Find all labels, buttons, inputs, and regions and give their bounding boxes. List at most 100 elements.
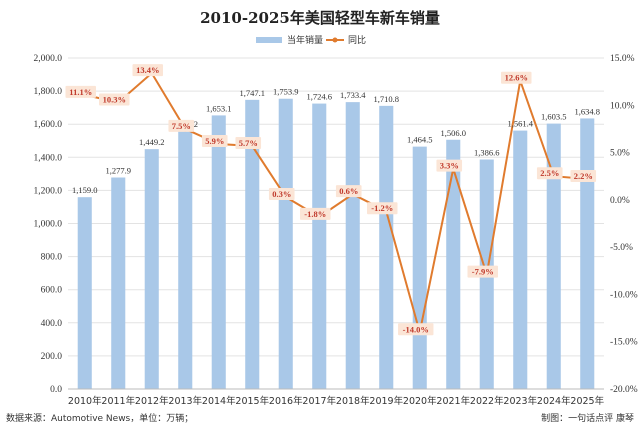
- right-axis-tick: -20.0%: [610, 385, 638, 395]
- bar-value-label: 1,449.2: [139, 137, 165, 147]
- bar-value-label: 1,464.5: [407, 135, 433, 145]
- bar-value-label: 1,753.9: [273, 87, 299, 97]
- bar-value-label: 1,277.9: [106, 166, 132, 176]
- point-label-box: [536, 167, 563, 180]
- point-label-box: [235, 136, 262, 149]
- x-axis-tick: 2014年: [202, 395, 236, 407]
- point-value-label: 2.2%: [574, 171, 593, 181]
- bar-value-label: 1,634.8: [575, 106, 601, 116]
- bar-value-label: 1,733.4: [340, 90, 366, 100]
- point-label-box: [132, 64, 163, 77]
- x-axis-tick: 2018年: [336, 395, 370, 407]
- right-axis-tick: 10.0%: [610, 101, 635, 111]
- bar: [345, 102, 360, 389]
- x-axis-tick: 2016年: [269, 395, 303, 407]
- left-axis-tick: 600.0: [41, 286, 63, 296]
- bar: [312, 103, 327, 389]
- bar-series: [77, 98, 595, 389]
- bar-value-label: 1,603.5: [541, 112, 567, 122]
- left-axis-tick: 1,800.0: [34, 87, 63, 97]
- x-axis-tick: 2019年: [369, 395, 403, 407]
- x-axis-tick: 2013年: [168, 395, 202, 407]
- bar: [412, 146, 427, 389]
- bar-value-label: 1,561.4: [508, 119, 534, 129]
- bar-value-label: 1,386.6: [474, 148, 500, 158]
- left-axis-tick: 1,000.0: [34, 220, 63, 230]
- right-axis-tick: 0.0%: [610, 196, 630, 206]
- point-value-label: -1.2%: [371, 203, 393, 213]
- point-value-label: -14.0%: [403, 324, 429, 334]
- credit-note: 制图：一句话点评 康琴: [541, 412, 634, 424]
- point-label-box: [268, 188, 295, 201]
- left-axis-tick: 1,400.0: [34, 153, 63, 163]
- point-value-label: 0.3%: [272, 189, 291, 199]
- x-axis-tick: 2012年: [135, 395, 169, 407]
- left-axis-tick: 0.0: [50, 385, 62, 395]
- point-value-label: 5.9%: [205, 136, 224, 146]
- point-label-box: [570, 170, 597, 183]
- point-value-label: 0.6%: [339, 186, 358, 196]
- bar: [245, 99, 260, 389]
- left-axis-tick: 200.0: [41, 352, 63, 362]
- right-axis-tick: 15.0%: [610, 54, 635, 64]
- bar-value-label: 1,710.8: [374, 94, 400, 104]
- x-axis-tick: 2023年: [503, 395, 537, 407]
- point-value-label: 3.3%: [440, 161, 459, 171]
- bar-value-label: 1,747.1: [240, 88, 266, 98]
- bar: [546, 123, 561, 389]
- bar: [379, 105, 394, 389]
- x-axis-tick: 2011年: [101, 395, 135, 407]
- point-value-label: -1.8%: [304, 209, 326, 219]
- bar: [144, 149, 159, 389]
- bar: [111, 177, 126, 389]
- x-axis-tick: 2021年: [436, 395, 470, 407]
- left-axis-tick: 400.0: [41, 319, 63, 329]
- point-value-label: 10.3%: [103, 94, 126, 104]
- bar: [446, 139, 461, 389]
- x-axis-tick: 2010年: [68, 395, 102, 407]
- bar: [513, 130, 528, 389]
- point-label-box: [367, 202, 398, 215]
- x-axis-tick: 2017年: [302, 395, 336, 407]
- point-value-label: -7.9%: [472, 267, 494, 277]
- point-label-box: [65, 85, 96, 98]
- right-axis-tick: -10.0%: [610, 290, 638, 300]
- axes: 0.0 200.0 400.0 600.0 800.0 1,000.0 1,200.0 1,4…: [34, 54, 638, 407]
- x-axis-tick: 2022年: [470, 395, 504, 407]
- x-axis-tick: 2015年: [235, 395, 269, 407]
- point-value-label: 7.5%: [172, 121, 191, 131]
- bar: [580, 118, 595, 389]
- right-axis-tick: 5.0%: [610, 149, 630, 159]
- point-value-label: 12.6%: [505, 73, 528, 83]
- x-axis-tick: 2025年: [570, 395, 604, 407]
- bar: [211, 115, 226, 389]
- bar-value-label: 1,506.0: [441, 128, 467, 138]
- left-axis-tick: 2,000.0: [34, 54, 63, 64]
- point-label-box: [300, 207, 331, 220]
- legend: 当年销量 同比: [256, 34, 366, 46]
- point-value-label: 2.5%: [540, 168, 559, 178]
- chart-title: 2010-2025年美国轻型车新车销量: [200, 9, 440, 27]
- source-note: 数据来源：Automotive News，单位：万辆；: [6, 412, 193, 424]
- bar-value-label: 1,724.6: [307, 92, 333, 102]
- point-label-box: [467, 265, 498, 278]
- legend-swatch-marker: [332, 37, 338, 43]
- left-axis-tick: 800.0: [41, 253, 63, 263]
- bar: [278, 98, 293, 389]
- legend-label-bar: 当年销量: [287, 34, 323, 46]
- bar: [178, 131, 193, 389]
- right-axis-tick: -15.0%: [610, 338, 638, 348]
- legend-label-line: 同比: [348, 34, 366, 46]
- x-axis-tick: 2024年: [537, 395, 571, 407]
- point-label-box: [398, 323, 434, 336]
- point-value-label: 5.7%: [239, 138, 258, 148]
- yoy-line: [84, 71, 588, 333]
- point-label-box: [501, 71, 532, 84]
- point-label-box: [335, 185, 362, 198]
- point-label-box: [201, 135, 228, 148]
- bar-value-label: 1,653.1: [206, 103, 232, 113]
- right-axis-tick: -5.0%: [610, 243, 633, 253]
- point-value-label: 13.4%: [136, 65, 159, 75]
- left-axis-tick: 1,600.0: [34, 120, 63, 130]
